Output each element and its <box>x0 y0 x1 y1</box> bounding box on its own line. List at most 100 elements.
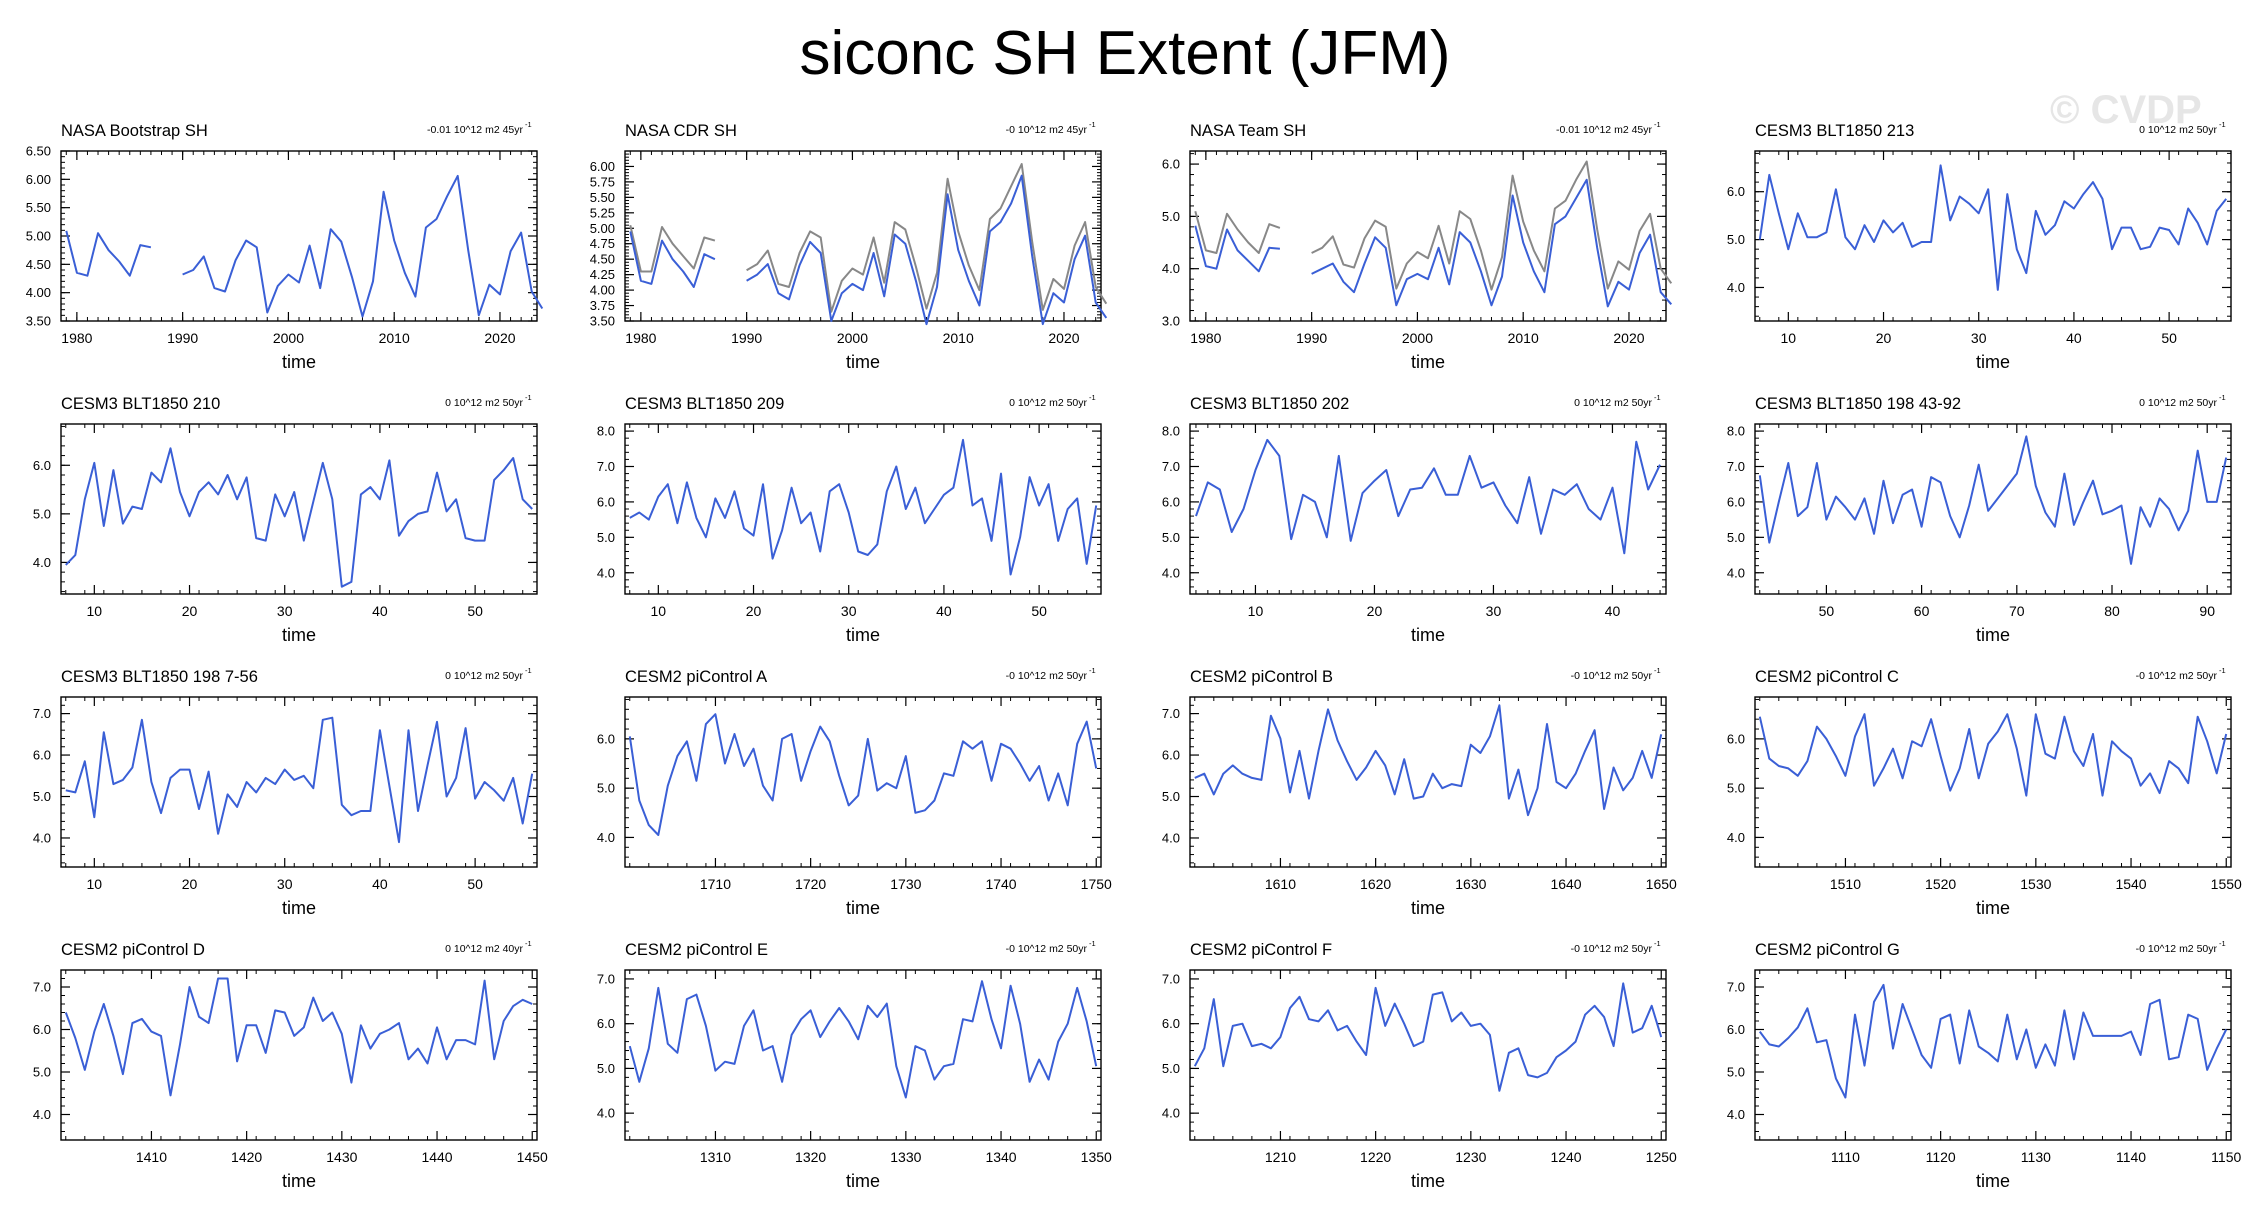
y-tick-label: 5.00 <box>26 229 51 244</box>
panel-title: CESM3 BLT1850 213 <box>1755 122 1914 140</box>
x-tick-label: 1740 <box>985 876 1016 892</box>
y-tick-label: 4.0 <box>597 830 615 845</box>
x-tick-label: 2000 <box>837 330 868 346</box>
model-series-line <box>629 438 1098 576</box>
x-axis-label: time <box>282 898 316 918</box>
x-tick-label: 20 <box>1367 603 1383 619</box>
panel-7: CESM3 BLT1850 202 0 10^12 m2 50yr -1 10 20 30… <box>1162 393 1667 645</box>
y-tick-label: 7.0 <box>1162 459 1180 474</box>
x-tick-label: 80 <box>2104 603 2120 619</box>
y-tick-label: 4.0 <box>1162 1106 1180 1121</box>
model-series-line <box>1193 982 1663 1092</box>
y-tick-label: 3.75 <box>590 298 615 313</box>
x-axis-label: time <box>846 625 880 645</box>
trend-exponent: -1 <box>525 120 532 129</box>
trend-label: 0 10^12 m2 50yr <box>1574 397 1652 409</box>
y-tick-label: 7.0 <box>33 980 51 995</box>
trend-label: 0 10^12 m2 40yr <box>445 943 523 955</box>
x-tick-label: 1410 <box>136 1149 167 1165</box>
x-tick-label: 2010 <box>1508 330 1539 346</box>
panel-title: CESM2 piControl F <box>1190 941 1332 959</box>
x-tick-label: 1530 <box>2020 876 2051 892</box>
x-tick-label: 1120 <box>1926 1149 1956 1165</box>
x-axis-label: time <box>1411 1171 1445 1191</box>
y-tick-label: 7.0 <box>33 706 51 721</box>
y-tick-label: 8.0 <box>597 424 615 439</box>
x-tick-label: 1980 <box>61 330 92 346</box>
x-tick-label: 70 <box>2009 603 2025 619</box>
x-axis-label: time <box>282 352 316 372</box>
y-tick-label: 6.0 <box>33 748 51 763</box>
y-tick-label: 5.0 <box>33 1065 51 1080</box>
trend-exponent: -1 <box>525 393 532 402</box>
x-axis-label: time <box>1411 352 1445 372</box>
y-tick-label: 4.0 <box>1727 280 1745 295</box>
obs-series-line <box>629 163 1108 313</box>
x-tick-label: 1420 <box>231 1149 262 1165</box>
y-tick-label: 8.0 <box>1162 424 1180 439</box>
x-tick-label: 2020 <box>484 330 515 346</box>
trend-exponent: -1 <box>1654 666 1661 675</box>
y-tick-label: 6.0 <box>33 1022 51 1037</box>
y-tick-label: 5.75 <box>590 174 615 189</box>
trend-label: -0 10^12 m2 50yr <box>1006 670 1088 682</box>
y-tick-label: 4.0 <box>597 565 615 580</box>
x-tick-label: 2000 <box>1402 330 1433 346</box>
y-tick-label: 3.50 <box>590 314 615 329</box>
x-tick-label: 1720 <box>795 876 826 892</box>
x-tick-label: 1350 <box>1081 1149 1112 1165</box>
x-tick-label: 30 <box>277 603 293 619</box>
x-tick-label: 40 <box>2066 330 2082 346</box>
trend-exponent: -1 <box>1089 393 1096 402</box>
panel-8: CESM3 BLT1850 198 43-92 0 10^12 m2 50yr -1… <box>1727 393 2232 645</box>
y-tick-label: 6.0 <box>33 458 51 473</box>
y-tick-label: 7.0 <box>597 459 615 474</box>
panel-13: CESM2 piControl D 0 10^12 m2 40yr -1 1410 14… <box>33 939 548 1191</box>
plot-frame <box>624 969 1102 1141</box>
y-tick-label: 5.0 <box>1727 232 1745 247</box>
panel-4: CESM3 BLT1850 213 0 10^12 m2 50yr -1 10 20 30… <box>1727 120 2232 372</box>
trend-exponent: -1 <box>1089 939 1096 948</box>
x-tick-label: 1230 <box>1455 1149 1486 1165</box>
plot-frame <box>1189 969 1667 1141</box>
x-tick-label: 1710 <box>700 876 731 892</box>
x-tick-label: 40 <box>936 603 952 619</box>
x-tick-label: 40 <box>372 876 388 892</box>
trend-label: -0 10^12 m2 50yr <box>1571 670 1653 682</box>
y-tick-label: 7.0 <box>1727 980 1745 995</box>
panel-3: NASA Team SH -0.01 10^12 m2 45yr -1 1980 199… <box>1162 120 1673 372</box>
y-tick-label: 4.25 <box>590 267 615 282</box>
y-tick-label: 5.0 <box>597 530 615 545</box>
x-tick-label: 1980 <box>1190 330 1221 346</box>
panel-14: CESM2 piControl E -0 10^12 m2 50yr -1 1310 1… <box>597 939 1112 1191</box>
panel-title: CESM2 piControl A <box>625 668 767 686</box>
panel-title: CESM2 piControl B <box>1190 668 1333 686</box>
model-series-line <box>628 980 1098 1099</box>
x-tick-label: 1450 <box>517 1149 548 1165</box>
y-tick-label: 6.0 <box>1162 1016 1180 1031</box>
trend-exponent: -1 <box>1654 939 1661 948</box>
x-tick-label: 1990 <box>1296 330 1327 346</box>
model-series-line <box>64 977 533 1097</box>
trend-label: -0 10^12 m2 50yr <box>2136 670 2218 682</box>
panel-15: CESM2 piControl F -0 10^12 m2 50yr -1 1210 1… <box>1162 939 1677 1191</box>
x-tick-label: 50 <box>2161 330 2177 346</box>
y-tick-label: 7.0 <box>1727 459 1745 474</box>
x-tick-label: 2020 <box>1613 330 1644 346</box>
y-tick-label: 4.0 <box>597 1106 615 1121</box>
y-tick-label: 6.0 <box>597 1016 615 1031</box>
y-tick-label: 5.0 <box>1162 209 1180 224</box>
panel-9: CESM3 BLT1850 198 7-56 0 10^12 m2 50yr -1 1… <box>33 666 538 918</box>
y-tick-label: 5.50 <box>590 190 615 205</box>
x-tick-label: 1510 <box>1830 876 1861 892</box>
x-tick-label: 1990 <box>731 330 762 346</box>
x-tick-label: 50 <box>467 876 483 892</box>
y-tick-label: 5.0 <box>1727 530 1745 545</box>
panel-12: CESM2 piControl C -0 10^12 m2 50yr -1 1510 1… <box>1727 666 2242 918</box>
x-tick-label: 10 <box>1248 603 1264 619</box>
trend-label: -0.01 10^12 m2 45yr <box>1556 124 1652 136</box>
panel-title: CESM3 BLT1850 210 <box>61 395 220 413</box>
trend-label: 0 10^12 m2 50yr <box>445 397 523 409</box>
y-tick-label: 7.0 <box>597 971 615 986</box>
y-tick-label: 6.0 <box>597 731 615 746</box>
